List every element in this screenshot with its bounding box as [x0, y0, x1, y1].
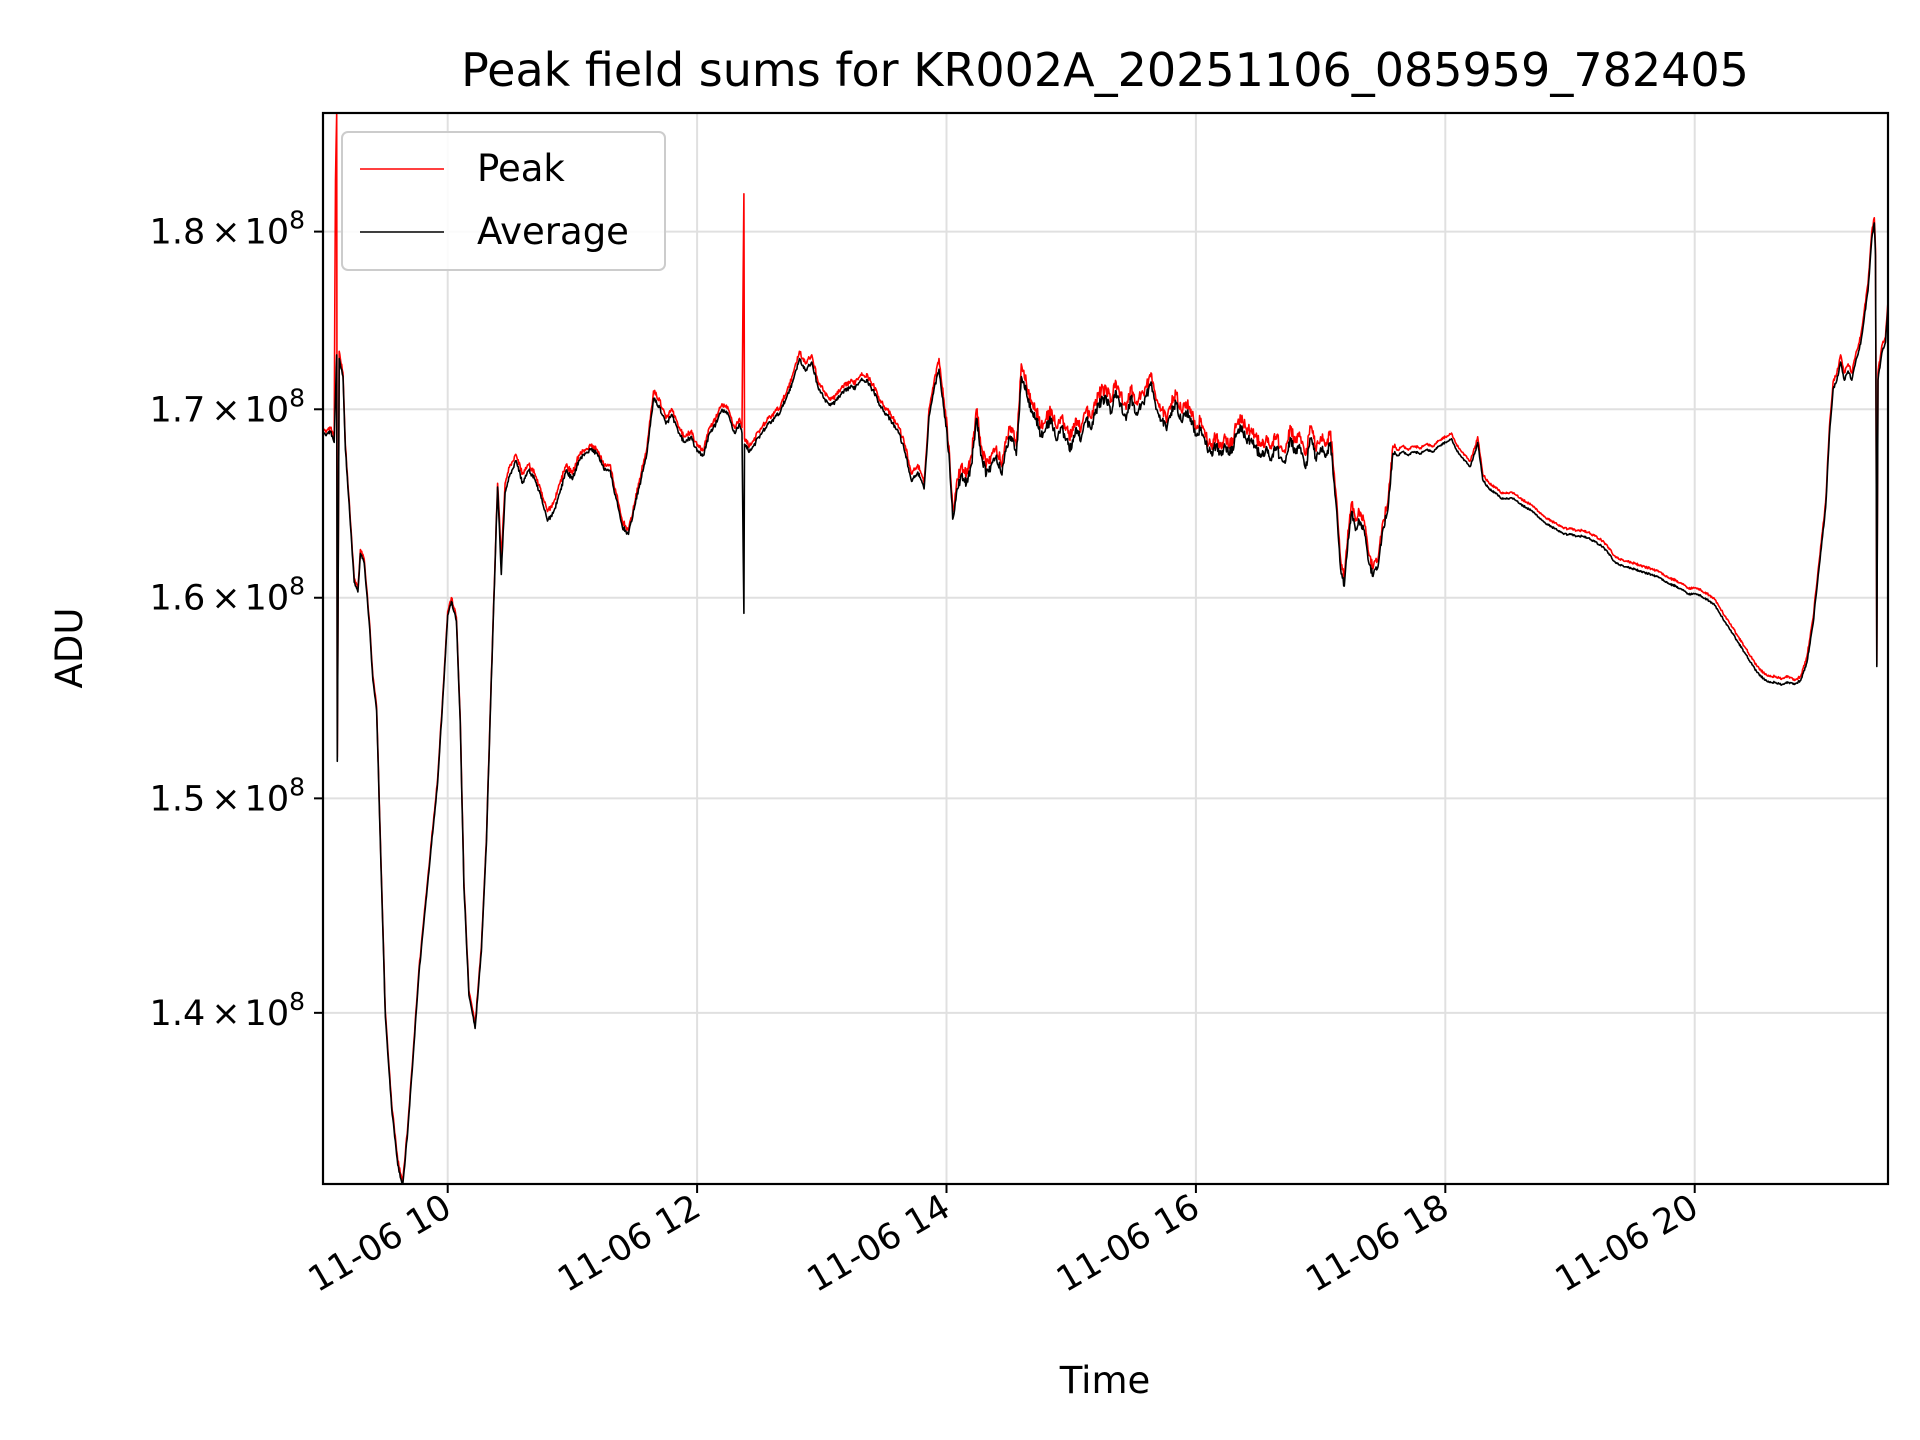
y-axis-title: ADU	[48, 608, 91, 689]
y-tick-label: 1.4 × 108	[150, 987, 305, 1034]
y-axis: 1.4 × 108 1.5 × 108 1.6 × 108 1.7 × 108 1.8 × 108	[150, 206, 323, 1034]
plot-frame	[321, 111, 1890, 1186]
x-axis-title: Time	[1059, 1359, 1151, 1402]
series-line-peak	[322, 112, 1889, 1183]
y-tick-label: 1.7 × 108	[150, 383, 305, 430]
legend-box	[341, 131, 666, 271]
legend-label-peak: Peak	[477, 147, 565, 190]
grid	[323, 113, 1888, 1184]
chart-title: Peak field sums for KR002A_20251106_0859…	[461, 43, 1749, 97]
legend: Peak Average	[341, 131, 666, 271]
y-tick-label: 1.8 × 108	[150, 206, 305, 253]
legend-label-average: Average	[477, 210, 629, 253]
y-tick-label: 1.5 × 108	[150, 772, 305, 819]
series-layer	[322, 112, 1889, 1185]
y-tick-label: 1.6 × 108	[150, 572, 305, 619]
series-line-average	[322, 222, 1889, 1185]
